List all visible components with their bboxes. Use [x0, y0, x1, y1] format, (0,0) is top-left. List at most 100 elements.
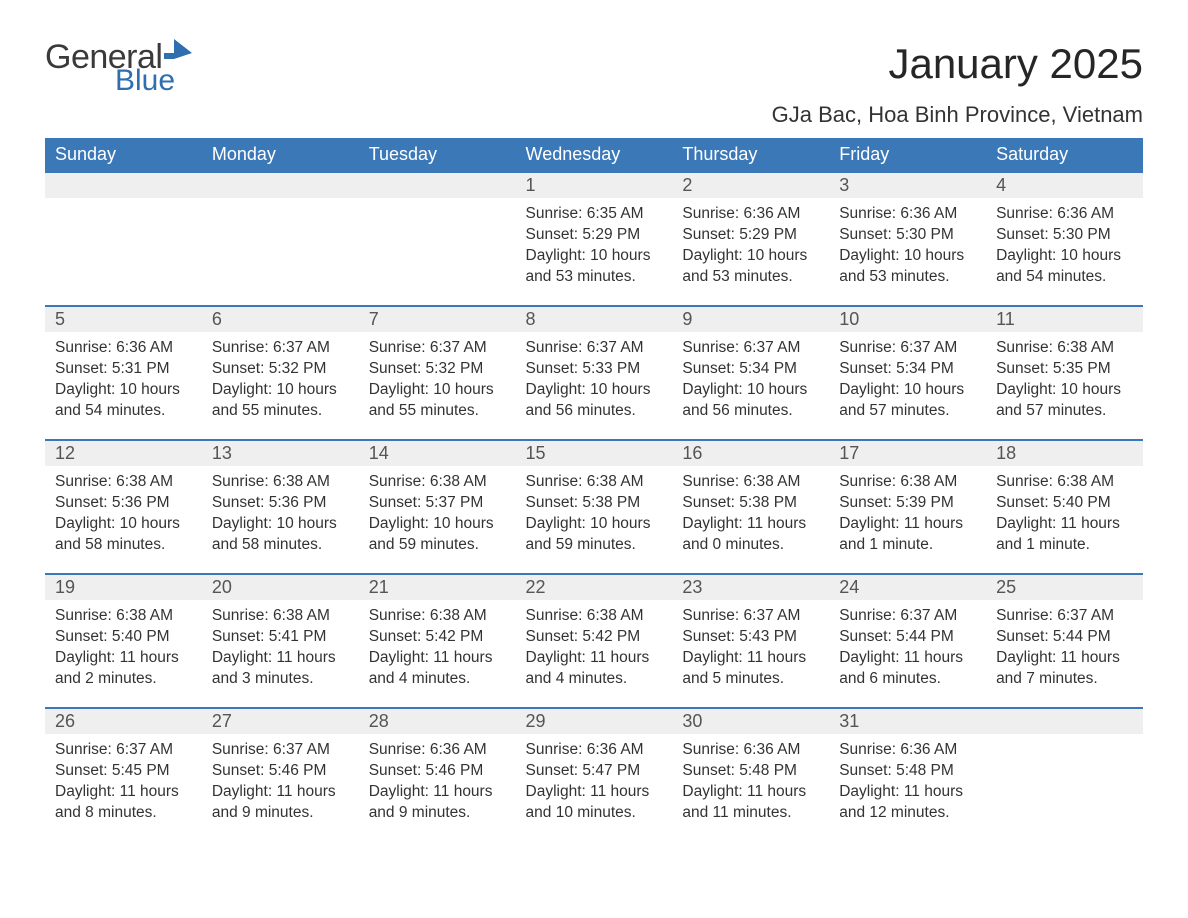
weekday-header: Monday	[202, 138, 359, 172]
day-number-row: 262728293031	[45, 708, 1143, 734]
weekday-header-row: Sunday Monday Tuesday Wednesday Thursday…	[45, 138, 1143, 172]
day-number-cell: 6	[202, 306, 359, 332]
day-number-cell: 5	[45, 306, 202, 332]
day-number-cell: 20	[202, 574, 359, 600]
sunset-line: Sunset: 5:33 PM	[526, 359, 663, 380]
day-content-cell: Sunrise: 6:38 AMSunset: 5:40 PMDaylight:…	[45, 600, 202, 708]
day-content-row: Sunrise: 6:36 AMSunset: 5:31 PMDaylight:…	[45, 332, 1143, 440]
sunset-line: Sunset: 5:30 PM	[839, 225, 976, 246]
day-number-cell	[45, 172, 202, 198]
sunset-line: Sunset: 5:29 PM	[526, 225, 663, 246]
sunrise-line: Sunrise: 6:37 AM	[369, 338, 506, 359]
weekday-header: Saturday	[986, 138, 1143, 172]
day-number-cell: 3	[829, 172, 986, 198]
daylight-line: Daylight: 11 hours and 1 minute.	[996, 514, 1133, 556]
weekday-header: Wednesday	[516, 138, 673, 172]
day-number-cell	[359, 172, 516, 198]
day-number-cell: 23	[672, 574, 829, 600]
daylight-line: Daylight: 11 hours and 0 minutes.	[682, 514, 819, 556]
sunrise-line: Sunrise: 6:38 AM	[212, 472, 349, 493]
day-content-cell: Sunrise: 6:37 AMSunset: 5:44 PMDaylight:…	[829, 600, 986, 708]
sunrise-line: Sunrise: 6:38 AM	[996, 472, 1133, 493]
daylight-line: Daylight: 11 hours and 4 minutes.	[526, 648, 663, 690]
flag-icon	[164, 39, 192, 59]
daylight-line: Daylight: 11 hours and 5 minutes.	[682, 648, 819, 690]
sunset-line: Sunset: 5:42 PM	[369, 627, 506, 648]
sunrise-line: Sunrise: 6:36 AM	[996, 204, 1133, 225]
daylight-line: Daylight: 10 hours and 55 minutes.	[369, 380, 506, 422]
sunrise-line: Sunrise: 6:38 AM	[212, 606, 349, 627]
sunset-line: Sunset: 5:48 PM	[839, 761, 976, 782]
day-content-cell: Sunrise: 6:37 AMSunset: 5:32 PMDaylight:…	[202, 332, 359, 440]
day-content-cell: Sunrise: 6:37 AMSunset: 5:44 PMDaylight:…	[986, 600, 1143, 708]
sunrise-line: Sunrise: 6:37 AM	[682, 606, 819, 627]
day-number-cell: 26	[45, 708, 202, 734]
daylight-line: Daylight: 10 hours and 53 minutes.	[526, 246, 663, 288]
day-number-cell: 14	[359, 440, 516, 466]
day-number-row: 12131415161718	[45, 440, 1143, 466]
daylight-line: Daylight: 10 hours and 57 minutes.	[839, 380, 976, 422]
day-number-cell	[986, 708, 1143, 734]
day-content-cell: Sunrise: 6:38 AMSunset: 5:41 PMDaylight:…	[202, 600, 359, 708]
day-number-row: 1234	[45, 172, 1143, 198]
day-number-cell: 30	[672, 708, 829, 734]
day-number-cell: 22	[516, 574, 673, 600]
sunrise-line: Sunrise: 6:36 AM	[526, 740, 663, 761]
sunset-line: Sunset: 5:40 PM	[55, 627, 192, 648]
sunset-line: Sunset: 5:37 PM	[369, 493, 506, 514]
sunrise-line: Sunrise: 6:36 AM	[55, 338, 192, 359]
weekday-header: Friday	[829, 138, 986, 172]
sunrise-line: Sunrise: 6:36 AM	[839, 204, 976, 225]
sunrise-line: Sunrise: 6:38 AM	[55, 472, 192, 493]
day-content-cell	[359, 198, 516, 306]
sunrise-line: Sunrise: 6:36 AM	[839, 740, 976, 761]
daylight-line: Daylight: 11 hours and 9 minutes.	[212, 782, 349, 824]
day-number-cell: 16	[672, 440, 829, 466]
sunset-line: Sunset: 5:34 PM	[839, 359, 976, 380]
sunrise-line: Sunrise: 6:37 AM	[839, 606, 976, 627]
day-content-cell: Sunrise: 6:36 AMSunset: 5:47 PMDaylight:…	[516, 734, 673, 842]
sunset-line: Sunset: 5:45 PM	[55, 761, 192, 782]
day-content-cell: Sunrise: 6:38 AMSunset: 5:36 PMDaylight:…	[202, 466, 359, 574]
daylight-line: Daylight: 10 hours and 53 minutes.	[682, 246, 819, 288]
daylight-line: Daylight: 11 hours and 8 minutes.	[55, 782, 192, 824]
sunrise-line: Sunrise: 6:37 AM	[526, 338, 663, 359]
day-content-cell: Sunrise: 6:36 AMSunset: 5:30 PMDaylight:…	[829, 198, 986, 306]
daylight-line: Daylight: 11 hours and 12 minutes.	[839, 782, 976, 824]
sunset-line: Sunset: 5:30 PM	[996, 225, 1133, 246]
day-content-cell	[986, 734, 1143, 842]
sunset-line: Sunset: 5:36 PM	[212, 493, 349, 514]
day-content-cell: Sunrise: 6:38 AMSunset: 5:40 PMDaylight:…	[986, 466, 1143, 574]
sunrise-line: Sunrise: 6:37 AM	[682, 338, 819, 359]
sunset-line: Sunset: 5:44 PM	[839, 627, 976, 648]
weekday-header: Tuesday	[359, 138, 516, 172]
day-number-cell: 12	[45, 440, 202, 466]
day-content-cell: Sunrise: 6:38 AMSunset: 5:38 PMDaylight:…	[672, 466, 829, 574]
day-content-cell	[202, 198, 359, 306]
day-content-row: Sunrise: 6:37 AMSunset: 5:45 PMDaylight:…	[45, 734, 1143, 842]
day-content-row: Sunrise: 6:35 AMSunset: 5:29 PMDaylight:…	[45, 198, 1143, 306]
day-content-cell: Sunrise: 6:37 AMSunset: 5:45 PMDaylight:…	[45, 734, 202, 842]
day-content-cell: Sunrise: 6:36 AMSunset: 5:29 PMDaylight:…	[672, 198, 829, 306]
calendar-page: General Blue January 2025 GJa Bac, Hoa B…	[0, 0, 1188, 882]
day-number-cell: 11	[986, 306, 1143, 332]
day-content-cell: Sunrise: 6:36 AMSunset: 5:30 PMDaylight:…	[986, 198, 1143, 306]
sunrise-line: Sunrise: 6:38 AM	[682, 472, 819, 493]
sunrise-line: Sunrise: 6:37 AM	[212, 740, 349, 761]
daylight-line: Daylight: 10 hours and 59 minutes.	[526, 514, 663, 556]
sunrise-line: Sunrise: 6:36 AM	[682, 740, 819, 761]
day-number-cell: 21	[359, 574, 516, 600]
day-content-cell: Sunrise: 6:38 AMSunset: 5:36 PMDaylight:…	[45, 466, 202, 574]
daylight-line: Daylight: 10 hours and 59 minutes.	[369, 514, 506, 556]
sunset-line: Sunset: 5:46 PM	[212, 761, 349, 782]
day-content-cell: Sunrise: 6:38 AMSunset: 5:37 PMDaylight:…	[359, 466, 516, 574]
day-number-cell: 27	[202, 708, 359, 734]
daylight-line: Daylight: 10 hours and 53 minutes.	[839, 246, 976, 288]
daylight-line: Daylight: 10 hours and 56 minutes.	[526, 380, 663, 422]
day-content-cell: Sunrise: 6:37 AMSunset: 5:33 PMDaylight:…	[516, 332, 673, 440]
daylight-line: Daylight: 11 hours and 3 minutes.	[212, 648, 349, 690]
day-number-cell: 29	[516, 708, 673, 734]
day-number-cell: 17	[829, 440, 986, 466]
day-content-row: Sunrise: 6:38 AM Sunset: 5:40 PM Daylight:…	[45, 600, 1143, 708]
day-content-cell: Sunrise: 6:38 AMSunset: 5:42 PMDaylight:…	[516, 600, 673, 708]
